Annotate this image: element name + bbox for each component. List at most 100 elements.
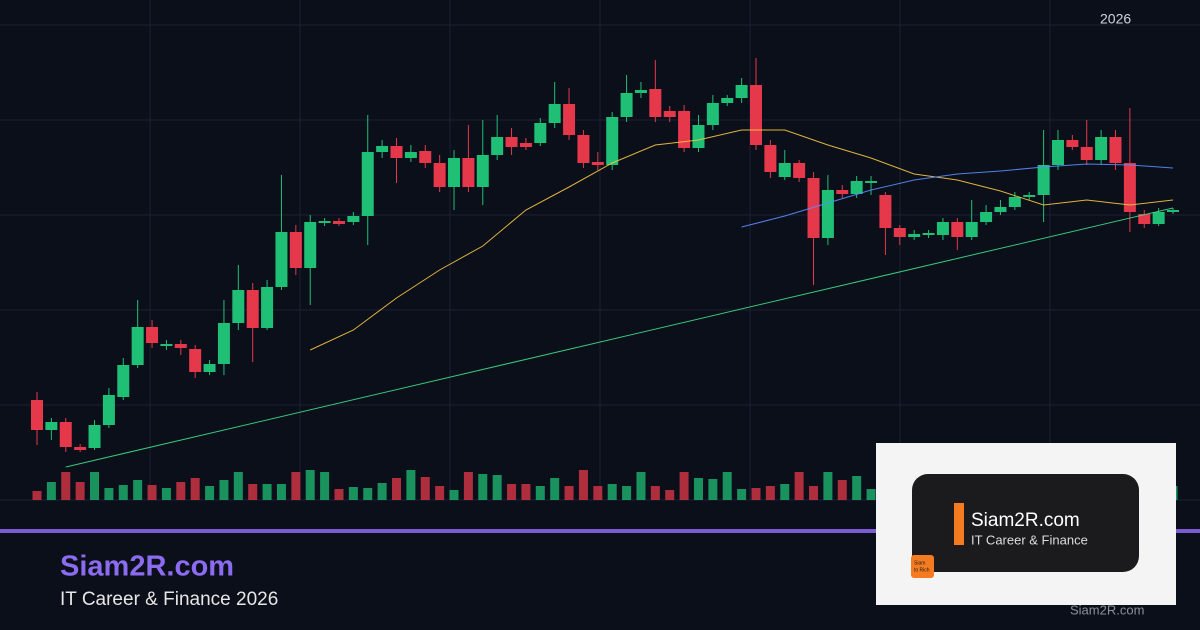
volume-bar (276, 484, 286, 500)
candle-body (951, 222, 964, 237)
volume-bar (406, 470, 416, 500)
brand-title: Siam2R.com (60, 551, 234, 583)
candle-body (203, 364, 216, 372)
candle-body (1066, 140, 1079, 147)
divider (0, 529, 1200, 533)
volume-bar (780, 484, 790, 500)
candle-body (821, 190, 834, 238)
card (912, 474, 1139, 572)
candle-body (462, 158, 475, 187)
candle-body (778, 163, 791, 177)
candle-body (750, 85, 762, 145)
volume-bar (809, 486, 819, 500)
volume-bar (507, 484, 517, 500)
volume-bar (118, 485, 128, 500)
candle-body (706, 103, 719, 125)
volume-bar (392, 478, 401, 500)
candle-body (491, 137, 504, 155)
candle-body (577, 135, 590, 163)
candle-body (649, 89, 662, 117)
candle-body (476, 155, 489, 187)
volume-bar (607, 484, 617, 500)
candle-body (404, 152, 417, 158)
candle-body (936, 222, 949, 235)
volume-bar (866, 489, 876, 500)
candle-body (563, 104, 576, 135)
candle-body (893, 228, 906, 237)
candle-body (74, 447, 87, 450)
volume-bar (334, 489, 344, 500)
volume-bar (205, 486, 215, 500)
volume-bar (535, 486, 545, 500)
card-title: Siam2R.com (971, 510, 1080, 531)
volume-bar (622, 486, 632, 500)
candle-body (505, 137, 518, 147)
candle-body (318, 221, 331, 223)
volume-bar (708, 479, 718, 500)
volume-bar (636, 472, 646, 500)
volume-bar (693, 478, 703, 500)
candle-body (419, 151, 432, 163)
volume-bar (478, 474, 488, 500)
candle-body (764, 145, 777, 172)
volume-bar (449, 490, 459, 500)
overlay-line (741, 163, 1174, 228)
candle-body (59, 422, 72, 447)
card-accent (954, 503, 964, 545)
volume-bar (320, 472, 330, 500)
volume-bar (751, 488, 761, 500)
candle-body (865, 181, 878, 183)
volume-bar (492, 475, 502, 500)
candle-body (376, 146, 389, 152)
candle-body (606, 117, 619, 165)
candle-body (146, 327, 159, 343)
volume-bar (46, 482, 56, 500)
candle-body (1138, 214, 1151, 224)
candle-body (994, 207, 1007, 212)
volume-bar (823, 472, 833, 500)
volume-bar (32, 491, 42, 500)
volume-bar (521, 484, 531, 500)
candle-body (189, 349, 202, 372)
volume-bar (435, 486, 445, 500)
volume-bar (248, 484, 258, 500)
candle-body (31, 400, 43, 430)
year-label: 2026 (1100, 11, 1131, 27)
volume-bar (650, 486, 660, 500)
candle-body (850, 181, 863, 194)
volume-bar (593, 486, 603, 500)
volume-bar (420, 477, 430, 500)
candle-body (721, 98, 734, 103)
grid (0, 0, 1200, 501)
candle-body (261, 287, 274, 328)
volume-bar (463, 472, 473, 500)
volume-bar (348, 487, 358, 500)
candle-body (88, 425, 101, 448)
volume-bar (564, 486, 574, 500)
candle-body (289, 232, 302, 268)
watermark: Siam2R.com (1070, 602, 1144, 617)
candle-body (1051, 140, 1064, 165)
volume-bar (291, 472, 301, 500)
volume-bar (133, 480, 143, 500)
candle-body (1095, 137, 1108, 160)
candle-body (1008, 197, 1021, 207)
candle-body (980, 212, 993, 222)
badge-line: to Rich (914, 567, 930, 573)
candle-body (519, 143, 532, 147)
badge (911, 555, 934, 578)
candle-body (361, 152, 374, 216)
candle-body (591, 162, 604, 165)
candle-body (735, 85, 748, 98)
candle-body (117, 365, 130, 397)
volume-bar (61, 472, 71, 500)
candle-body (1037, 165, 1050, 195)
volume-bar (190, 478, 200, 500)
volume-bar (852, 476, 862, 500)
candle-body (1080, 147, 1093, 160)
candle-body (965, 222, 978, 237)
candle-body (620, 93, 633, 117)
candle-body (1152, 212, 1165, 224)
candle-body (1109, 137, 1122, 163)
